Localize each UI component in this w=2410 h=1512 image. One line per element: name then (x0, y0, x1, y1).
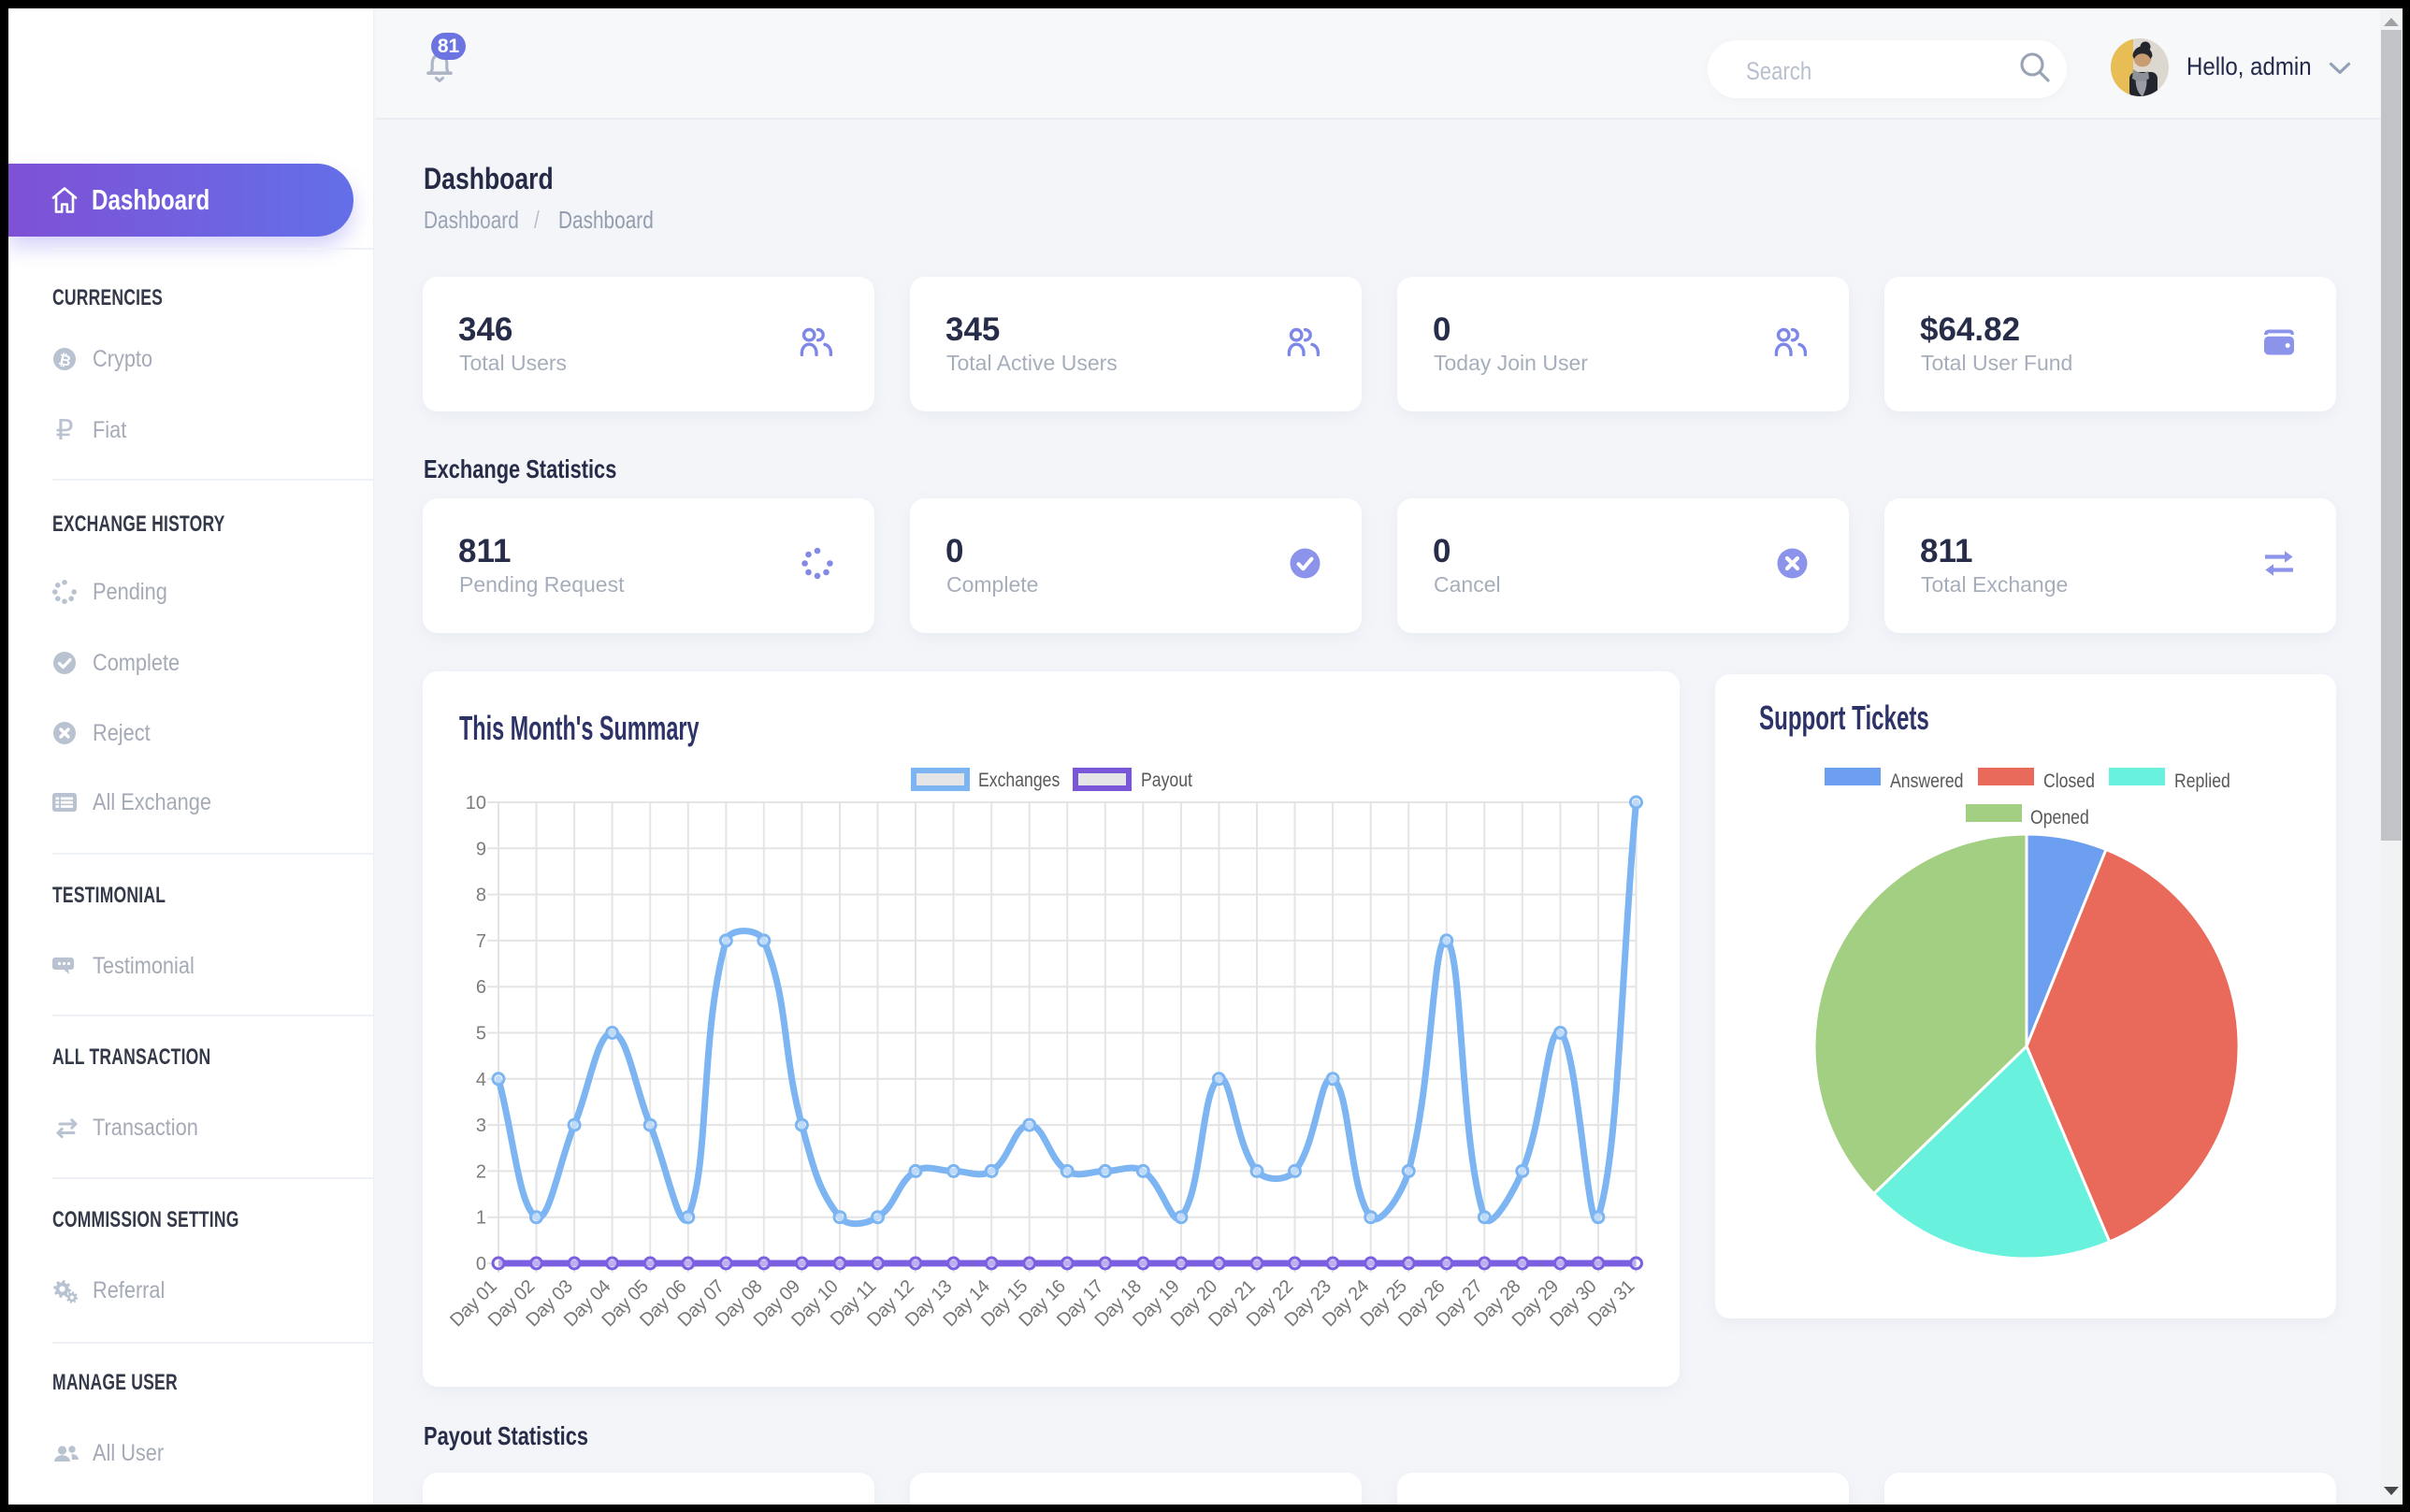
svg-text:81: 81 (438, 36, 460, 57)
svg-text:10: 10 (466, 793, 486, 814)
svg-text:9: 9 (476, 839, 486, 859)
svg-text:5: 5 (476, 1024, 486, 1044)
svg-text:₽: ₽ (55, 418, 73, 442)
svg-text:8: 8 (476, 886, 486, 906)
svg-text:4: 4 (476, 1070, 486, 1090)
svg-text:₿: ₿ (57, 351, 73, 369)
svg-text:7: 7 (476, 931, 486, 952)
svg-text:0: 0 (476, 1254, 486, 1274)
svg-text:6: 6 (476, 977, 486, 998)
svg-text:1: 1 (476, 1208, 486, 1229)
svg-text:3: 3 (476, 1116, 486, 1136)
svg-text:2: 2 (476, 1161, 486, 1182)
